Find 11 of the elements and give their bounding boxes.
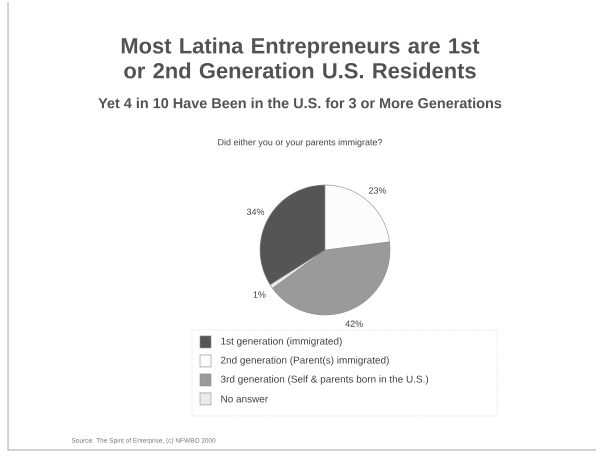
chart-title: Most Latina Entrepreneurs are 1st or 2nd Generation U.S. Residents bbox=[122, 37, 480, 78]
data-label: 1% bbox=[254, 291, 266, 298]
data-label: 23% bbox=[368, 187, 386, 194]
legend-label: 2nd generation (Parent(s) immigrated) bbox=[221, 356, 389, 366]
text: Did either you or your parents immigrate? bbox=[218, 138, 382, 148]
legend-label: 1st generation (immigrated) bbox=[221, 337, 342, 347]
legend-label: No answer bbox=[221, 396, 268, 402]
legend-label: 3rd generation (Self & parents born in the U.S.) bbox=[220, 375, 428, 385]
data-label: 34% bbox=[246, 208, 264, 215]
chart-subtitle: Yet 4 in 10 Have Been in the U.S. for 3 or More Generations bbox=[98, 98, 502, 108]
data-label: 42% bbox=[345, 320, 363, 327]
